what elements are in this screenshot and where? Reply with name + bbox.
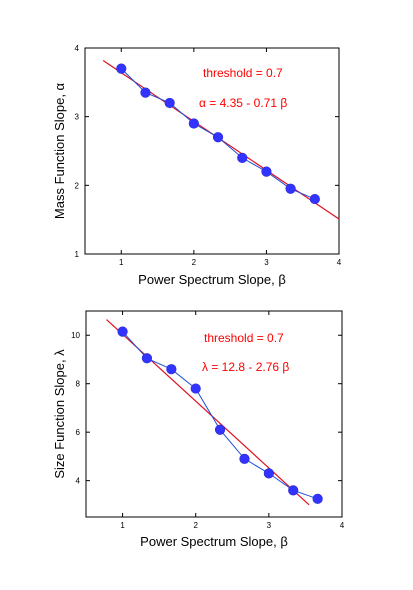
data-point bbox=[188, 118, 199, 129]
x-tick-label: 3 bbox=[267, 521, 272, 530]
y-tick-label: 10 bbox=[71, 331, 80, 340]
y-tick-label: 2 bbox=[75, 181, 80, 190]
data-point bbox=[288, 485, 299, 496]
x-tick-label: 1 bbox=[119, 258, 124, 267]
data-point bbox=[140, 87, 151, 98]
data-point bbox=[117, 326, 128, 337]
data-point bbox=[212, 132, 224, 143]
y-tick-label: 1 bbox=[75, 250, 80, 259]
x-tick-label: 1 bbox=[120, 521, 125, 530]
data-point bbox=[312, 493, 323, 504]
y-tick-label: 8 bbox=[76, 380, 81, 389]
data-point bbox=[164, 97, 175, 109]
x-tick-label: 4 bbox=[340, 521, 345, 530]
data-point bbox=[141, 353, 153, 364]
fit-equation-annotation: α = 4.35 - 0.71 β bbox=[199, 96, 287, 110]
threshold-annotation: threshold = 0.7 bbox=[204, 331, 284, 345]
data-point bbox=[285, 183, 296, 194]
mass-function-panel: threshold = 0.7 α = 4.35 - 0.71 β Power … bbox=[52, 44, 342, 287]
x-tick-label: 4 bbox=[337, 258, 342, 267]
data-point bbox=[166, 364, 177, 375]
y-tick-label: 4 bbox=[76, 477, 81, 486]
x-tick-label: 3 bbox=[264, 258, 269, 267]
data-point bbox=[309, 193, 320, 205]
y-tick-label: 4 bbox=[75, 44, 80, 53]
y-tick-label: 3 bbox=[75, 113, 80, 122]
series-line bbox=[122, 331, 318, 500]
x-tick-label: 2 bbox=[192, 258, 197, 267]
x-axis-label: Power Spectrum Slope, β bbox=[138, 272, 286, 287]
plot-frame bbox=[85, 310, 343, 518]
data-point bbox=[261, 166, 272, 177]
y-tick-label: 6 bbox=[76, 428, 81, 437]
x-axis-label: Power Spectrum Slope, β bbox=[140, 534, 288, 549]
y-axis-label: Mass Function Slope, α bbox=[52, 82, 67, 219]
data-point bbox=[190, 383, 201, 394]
plot-frame bbox=[84, 47, 340, 255]
data-point bbox=[214, 424, 226, 435]
data-point bbox=[116, 63, 127, 74]
fit-equation-annotation: λ = 12.8 - 2.76 β bbox=[202, 360, 289, 374]
data-point bbox=[239, 453, 250, 464]
y-axis-label: Size Function Slope, λ bbox=[52, 349, 67, 479]
size-function-panel: threshold = 0.7 λ = 12.8 - 2.76 β Power … bbox=[52, 310, 345, 549]
x-tick-label: 2 bbox=[193, 521, 198, 530]
data-point bbox=[263, 468, 274, 479]
data-point bbox=[237, 152, 248, 163]
threshold-annotation: threshold = 0.7 bbox=[203, 66, 283, 80]
